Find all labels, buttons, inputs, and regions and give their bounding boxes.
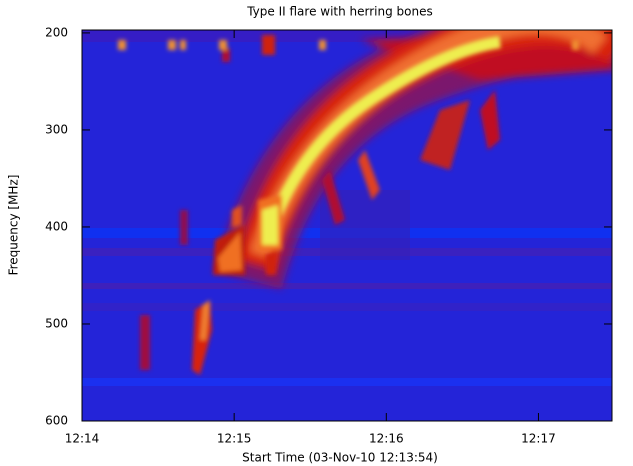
y-tick-label: 600 — [45, 414, 68, 428]
y-axis-label: Frequency [MHz] — [7, 175, 21, 276]
x-tick-label: 12:14 — [65, 432, 100, 446]
y-tick-label: 400 — [45, 219, 68, 233]
x-axis-label: Start Time (03-Nov-10 12:13:54) — [242, 451, 438, 465]
y-tick-label: 200 — [45, 25, 68, 39]
y-tick-label: 300 — [45, 122, 68, 136]
y-tick-label: 500 — [45, 316, 68, 330]
chart-title: Type II flare with herring bones — [246, 5, 433, 19]
x-tick-label: 12:17 — [521, 432, 556, 446]
x-tick-label: 12:15 — [217, 432, 252, 446]
x-tick-label: 12:16 — [369, 432, 404, 446]
plot-frame — [81, 29, 613, 422]
spectrogram-image — [82, 30, 612, 421]
